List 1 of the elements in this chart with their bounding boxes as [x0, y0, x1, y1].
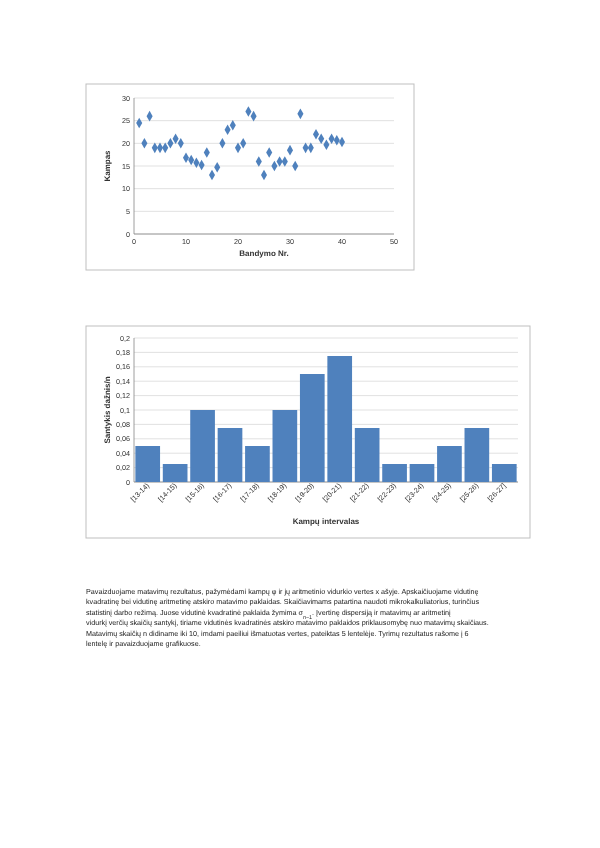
- point: [312, 129, 320, 140]
